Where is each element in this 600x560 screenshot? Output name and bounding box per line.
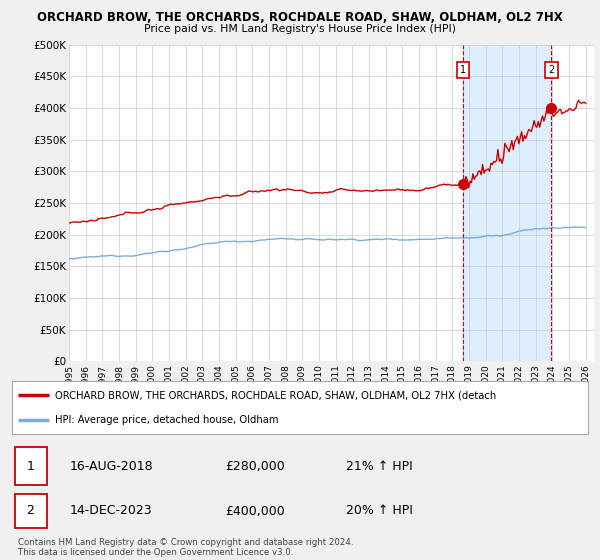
Text: £280,000: £280,000 (225, 460, 285, 473)
Text: 2: 2 (26, 505, 34, 517)
Text: 1: 1 (26, 460, 34, 473)
Bar (586, 45, 594, 361)
Text: 1: 1 (460, 65, 466, 75)
Text: 21% ↑ HPI: 21% ↑ HPI (346, 460, 413, 473)
Text: Contains HM Land Registry data © Crown copyright and database right 2024.: Contains HM Land Registry data © Crown c… (18, 538, 353, 547)
Bar (586, 45, 594, 361)
Bar (463, 45, 551, 361)
Text: 14-DEC-2023: 14-DEC-2023 (70, 505, 152, 517)
Text: ORCHARD BROW, THE ORCHARDS, ROCHDALE ROAD, SHAW, OLDHAM, OL2 7HX (detach: ORCHARD BROW, THE ORCHARDS, ROCHDALE ROA… (55, 390, 496, 400)
Text: Price paid vs. HM Land Registry's House Price Index (HPI): Price paid vs. HM Land Registry's House … (144, 24, 456, 34)
Text: This data is licensed under the Open Government Licence v3.0.: This data is licensed under the Open Gov… (18, 548, 293, 557)
FancyBboxPatch shape (15, 447, 47, 485)
Text: HPI: Average price, detached house, Oldham: HPI: Average price, detached house, Oldh… (55, 414, 278, 424)
Text: ORCHARD BROW, THE ORCHARDS, ROCHDALE ROAD, SHAW, OLDHAM, OL2 7HX: ORCHARD BROW, THE ORCHARDS, ROCHDALE ROA… (37, 11, 563, 24)
Text: 2: 2 (548, 65, 554, 75)
Text: 16-AUG-2018: 16-AUG-2018 (70, 460, 153, 473)
Text: £400,000: £400,000 (225, 505, 285, 517)
Text: 20% ↑ HPI: 20% ↑ HPI (346, 505, 413, 517)
FancyBboxPatch shape (15, 494, 47, 528)
